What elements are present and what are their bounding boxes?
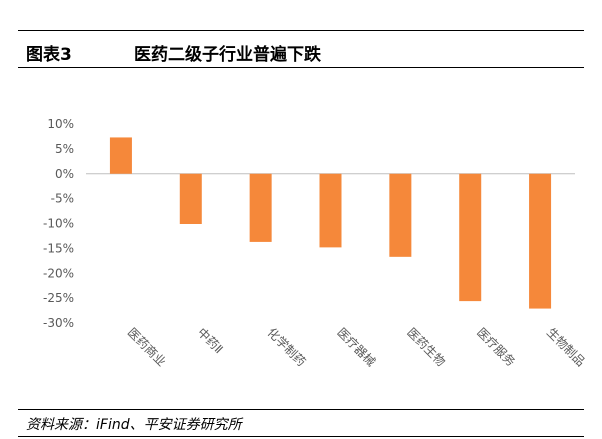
y-tick-label: 10% [47, 117, 74, 131]
bars [109, 137, 552, 309]
figure-top-rule [18, 30, 584, 31]
x-tick-label: 中药Ⅱ [195, 325, 227, 357]
x-tick-label: 医药生物 [404, 325, 448, 369]
y-tick-label: -25% [43, 291, 74, 305]
x-tick-label: 医药商业 [125, 325, 170, 370]
x-tick-label: 生物制品 [544, 325, 588, 369]
figure-end-rule [18, 436, 584, 437]
x-tick-label: 医疗服务 [474, 325, 519, 370]
bar [529, 173, 552, 309]
source-note: 资料来源：iFind、平安证券研究所 [26, 417, 242, 433]
bar [319, 173, 342, 248]
y-tick-label: 0% [55, 167, 74, 181]
x-axis-labels: 医药商业 中药Ⅱ 化学制药 医疗器械 医药生物 医疗服务 生物制品 [125, 325, 588, 370]
bar [249, 173, 272, 242]
bar [389, 173, 412, 257]
y-tick-label: -20% [43, 266, 74, 280]
figure-title: 医药二级子行业普遍下跌 [134, 45, 321, 65]
y-tick-label: -30% [43, 316, 74, 330]
y-tick-label: -10% [43, 217, 74, 231]
y-axis-ticks: 10% 5% 0% -5% -10% -15% -20% -25% -30% [43, 117, 74, 330]
x-tick-label: 医疗器械 [334, 325, 379, 370]
bar [459, 173, 482, 302]
figure-label: 图表3 [26, 45, 72, 65]
figure-bottom-rule [18, 409, 584, 410]
bar [179, 173, 202, 224]
y-tick-label: -5% [51, 192, 74, 206]
bar [109, 137, 132, 174]
y-tick-label: 5% [55, 142, 74, 156]
y-tick-label: -15% [43, 241, 74, 255]
x-tick-label: 化学制药 [265, 325, 310, 370]
figure-header-rule [18, 67, 584, 68]
